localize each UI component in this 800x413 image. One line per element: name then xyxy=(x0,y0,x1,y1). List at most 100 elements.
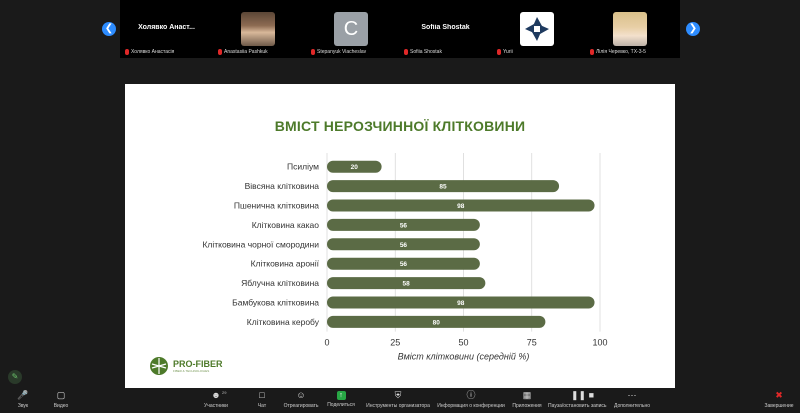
participant-namebar: Yurii xyxy=(494,47,516,57)
bar xyxy=(327,296,595,309)
x-tick-label: 0 xyxy=(324,338,329,348)
data-label: 98 xyxy=(457,300,465,307)
bar xyxy=(327,277,486,290)
participant-tile[interactable]: Yurii xyxy=(492,0,585,58)
chat-button[interactable]: □ Чат xyxy=(257,390,267,409)
category-label: Клітковина какао xyxy=(252,220,320,230)
data-label: 20 xyxy=(351,164,359,171)
participant-tile[interactable]: Холявко Анаст... Холявко Анастасія xyxy=(120,0,213,58)
meeting-info-button[interactable]: ⓘ Информация о конференции xyxy=(437,390,505,409)
bar xyxy=(327,257,480,270)
host-tools-button[interactable]: ⛨ Инструменты организатора xyxy=(366,390,430,409)
participant-name: Anastasiia Pashkuk xyxy=(224,49,268,55)
data-label: 56 xyxy=(400,261,408,268)
bar xyxy=(327,160,382,173)
mic-muted-icon xyxy=(218,49,222,55)
participant-tile[interactable]: Лілія Черевко, ТХ-3-5 xyxy=(585,0,678,58)
gallery-prev-icon[interactable]: ❮ xyxy=(102,22,116,36)
pause-stop-recording-button[interactable]: ❚❚ ■ Пауза/остановить запись xyxy=(548,390,607,409)
mic-muted-icon xyxy=(497,49,501,55)
participant-name: Stepanyuk Viacheslav xyxy=(317,49,367,55)
meeting-toolbar: 🎤 Звук ▢ Видео ☻ 29 Участники □ Чат ☺ От… xyxy=(0,388,800,413)
x-axis-label: Вміст клітковини (середній %) xyxy=(398,352,530,362)
fiber-content-bar-chart: 0 25 50 75 100 Псиліум 20 Вівсяна клітковина 85 П… xyxy=(202,153,608,362)
x-tick-label: 50 xyxy=(458,338,468,348)
participant-tile[interactable]: Anastasiia Pashkuk xyxy=(213,0,306,58)
gallery-next-icon[interactable]: ❯ xyxy=(686,22,700,36)
leaf-logo-icon xyxy=(150,357,168,375)
participant-display-name: Sofiia Shostak xyxy=(421,24,470,31)
info-icon: ⓘ xyxy=(466,390,476,400)
more-dots-icon: ⋯ xyxy=(627,390,637,400)
mic-muted-icon xyxy=(311,49,315,55)
mic-muted-icon: 🎤 xyxy=(17,390,29,400)
category-label: Псиліум xyxy=(287,162,319,172)
end-meeting-button[interactable]: ✖ Завершение xyxy=(764,390,794,409)
bar xyxy=(327,238,480,251)
participant-gallery: ❮ ❯ Холявко Анаст... Холявко Анастасія A… xyxy=(0,0,800,58)
shield-icon: ⛨ xyxy=(394,390,402,400)
participant-name: Холявко Анастасія xyxy=(131,49,175,55)
apps-button[interactable]: ▦ Приложения xyxy=(512,390,542,409)
participant-tile[interactable]: Sofiia Shostak Sofiia Shostak xyxy=(399,0,492,58)
slide-title: ВМІСТ НЕРОЗЧИННОЇ КЛІТКОВИНИ xyxy=(274,118,526,134)
bar xyxy=(327,218,480,231)
participant-name: Sofiia Shostak xyxy=(410,49,442,55)
more-button[interactable]: ⋯ Дополнительно xyxy=(614,390,650,409)
participant-name: Лілія Черевко, ТХ-3-5 xyxy=(596,49,646,55)
participants-button[interactable]: ☻ 29 Участники xyxy=(204,390,228,409)
category-label: Клітковина чорної смородини xyxy=(202,239,319,249)
brand-logo: PRO-FIBER FIBER & TECHNOLOGIES xyxy=(149,356,223,376)
brand-tagline: FIBER & TECHNOLOGIES xyxy=(173,368,210,373)
apps-grid-icon: ▦ xyxy=(522,390,532,400)
participant-namebar: Лілія Черевко, ТХ-3-5 xyxy=(587,47,649,57)
bar xyxy=(327,199,595,212)
participant-namebar: Sofiia Shostak xyxy=(401,47,445,57)
swirl-logo-icon xyxy=(525,17,549,41)
x-tick-label: 25 xyxy=(390,338,400,348)
people-icon: ☻ xyxy=(211,390,221,400)
participant-video xyxy=(613,12,647,46)
shared-slide: ВМІСТ НЕРОЗЧИННОЇ КЛІТКОВИНИ 0 25 50 75 100 П… xyxy=(125,84,675,388)
participants-count: 29 xyxy=(222,390,227,395)
data-label: 85 xyxy=(439,184,447,191)
category-label: Пшенична клітковина xyxy=(234,201,319,211)
bar xyxy=(327,315,546,328)
pause-stop-icon: ❚❚ ■ xyxy=(571,390,595,400)
participant-avatar: C xyxy=(334,12,368,46)
mic-muted-icon xyxy=(125,49,129,55)
screen-share-area: ВМІСТ НЕРОЗЧИННОЇ КЛІТКОВИНИ 0 25 50 75 100 П… xyxy=(0,58,800,388)
category-label: Яблучна клітковина xyxy=(241,278,319,288)
video-button[interactable]: ▢ Видео xyxy=(53,390,69,409)
data-label: 56 xyxy=(400,242,408,249)
x-tick-label: 100 xyxy=(592,338,607,348)
close-x-icon: ✖ xyxy=(775,390,783,400)
category-label: Вівсяна клітковина xyxy=(245,181,320,191)
camera-icon: ▢ xyxy=(56,390,66,400)
smiley-icon: ☺ xyxy=(296,390,306,400)
mic-muted-icon xyxy=(404,49,408,55)
brand-name: PRO-FIBER xyxy=(173,358,223,369)
bar xyxy=(327,180,560,193)
participant-namebar: Anastasiia Pashkuk xyxy=(215,47,271,57)
data-label: 56 xyxy=(400,222,408,229)
x-tick-label: 75 xyxy=(527,338,537,348)
participant-tile[interactable]: C Stepanyuk Viacheslav xyxy=(306,0,399,58)
annotate-pen-icon[interactable]: ✎ xyxy=(8,370,22,384)
react-button[interactable]: ☺ Отреагировать xyxy=(283,390,319,409)
participant-display-name: Холявко Анаст... xyxy=(138,24,195,31)
participant-namebar: Холявко Анастасія xyxy=(122,47,178,57)
data-label: 80 xyxy=(433,319,441,326)
share-arrow-icon: ↑ xyxy=(336,391,346,400)
category-label: Клітковина керобу xyxy=(247,317,320,327)
participant-namebar: Stepanyuk Viacheslav xyxy=(308,47,370,57)
participant-video xyxy=(241,12,275,46)
data-label: 58 xyxy=(403,281,411,288)
data-label: 98 xyxy=(457,203,465,210)
category-label: Бамбукова клітковина xyxy=(232,298,319,308)
audio-button[interactable]: 🎤 Звук xyxy=(17,390,29,409)
gallery-strip: Холявко Анаст... Холявко Анастасія Anast… xyxy=(120,0,680,58)
chat-bubble-icon: □ xyxy=(259,390,265,400)
share-button[interactable]: ↑ Поделиться xyxy=(327,391,355,408)
